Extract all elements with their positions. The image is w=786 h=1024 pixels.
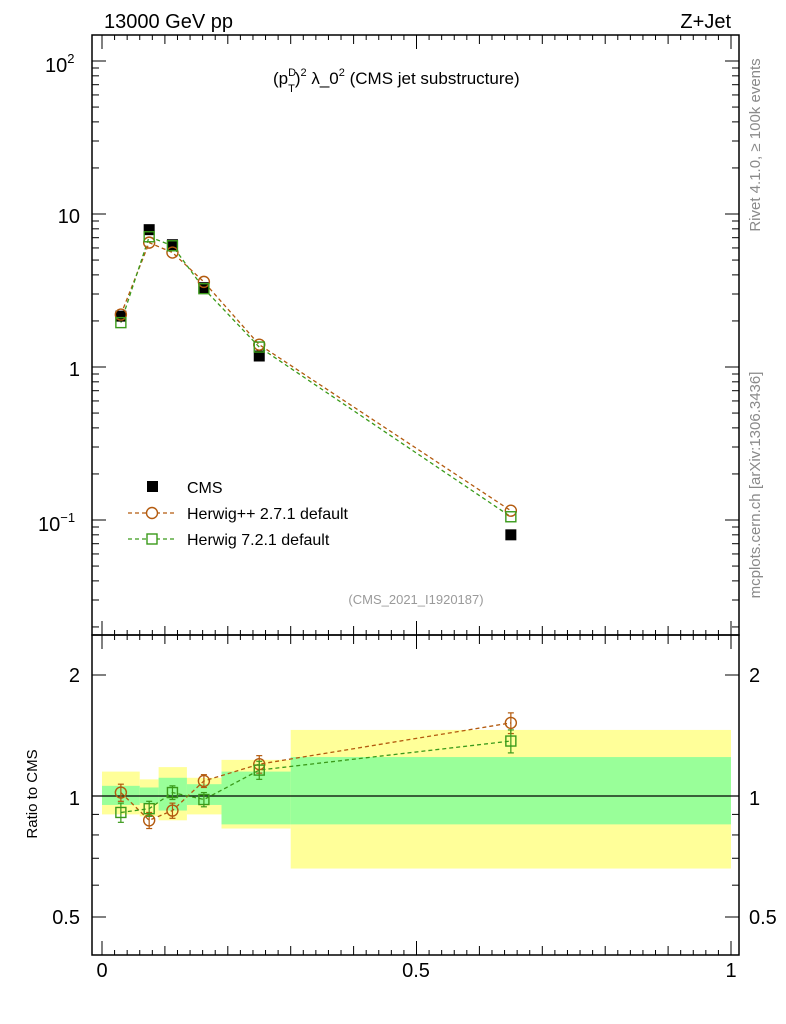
main-point-series-1 bbox=[253, 338, 266, 351]
ratio-point-series-1 bbox=[253, 764, 265, 776]
main-point-series-1 bbox=[197, 275, 211, 289]
ratio-band-green bbox=[221, 771, 291, 825]
main-line-series-2 bbox=[120, 235, 512, 518]
main-point-series-0 bbox=[115, 310, 127, 322]
ratio-ylabel: Ratio to CMS bbox=[24, 749, 41, 838]
ratio-band-green bbox=[139, 787, 159, 804]
main-point-series-2 bbox=[253, 341, 265, 353]
ratio-ytick-label-0.5: 0.5 bbox=[52, 907, 80, 929]
main-point-series-1 bbox=[142, 236, 156, 249]
main-point-series-2 bbox=[505, 511, 517, 523]
main-point-series-1 bbox=[166, 246, 179, 259]
ratio-ytick-label-2: 2 bbox=[69, 665, 80, 687]
ytick-label-10: 10 bbox=[58, 206, 80, 228]
xtick-label-0.5: 0.5 bbox=[402, 960, 430, 982]
legend-marker-cms bbox=[147, 481, 158, 492]
xtick-label-0: 0 bbox=[96, 960, 107, 982]
main-point-series-2 bbox=[115, 316, 127, 329]
header-right: Z+Jet bbox=[680, 11, 731, 33]
xtick-label-1: 1 bbox=[725, 960, 736, 982]
mcplots-label: mcplots.cern.ch [arXiv:1306.3436] bbox=[747, 372, 764, 599]
ratio-ytick-label-1: 1 bbox=[69, 788, 80, 810]
ratio-point-series-0 bbox=[504, 716, 518, 730]
ratio-panel: 2 1 0.5 2 1 0.5 Ratio to CMS 0 0.5 1 bbox=[24, 634, 777, 982]
ratio-point-series-1 bbox=[115, 806, 127, 819]
main-line-series-1 bbox=[120, 241, 512, 512]
main-point-series-0 bbox=[253, 350, 265, 362]
chart-title: (pD T)2 λ_02 (CMS jet substructure) bbox=[273, 67, 520, 95]
ratio-frame bbox=[91, 634, 740, 956]
ytick-label-100: 102 bbox=[45, 51, 74, 77]
main-point-series-0 bbox=[143, 224, 155, 236]
legend-marker-herwig7 bbox=[146, 533, 158, 545]
main-point-series-1 bbox=[504, 504, 518, 517]
main-point-series-0 bbox=[166, 239, 178, 251]
main-point-series-0 bbox=[505, 529, 517, 541]
ytick-label-0.1: 10−1 bbox=[38, 510, 75, 536]
ratio-point-series-0 bbox=[114, 786, 128, 799]
legend-label-cms: CMS bbox=[187, 480, 223, 497]
header-left: 13000 GeV pp bbox=[104, 11, 233, 33]
legend-label-herwig7: Herwig 7.2.1 default bbox=[187, 532, 330, 549]
ratio-ytick-label-2-right: 2 bbox=[749, 665, 760, 687]
main-point-series-2 bbox=[143, 231, 155, 243]
ratio-band-green bbox=[290, 757, 731, 825]
ratio-point-series-0 bbox=[166, 804, 179, 817]
ratio-point-series-0 bbox=[197, 774, 211, 788]
ratio-point-series-1 bbox=[166, 786, 179, 799]
rivet-label: Rivet 4.1.0, ≥ 100k events bbox=[747, 58, 764, 231]
ytick-label-1: 1 bbox=[69, 359, 80, 381]
ratio-ticks bbox=[92, 635, 739, 955]
legend-marker-herwigpp bbox=[145, 506, 159, 520]
ratio-ytick-label-1-right: 1 bbox=[749, 788, 760, 810]
main-ticks bbox=[92, 35, 739, 635]
main-panel: 102 10 1 10−1 (pD T)2 λ_02 (CMS jet subst… bbox=[38, 34, 740, 636]
analysis-id: (CMS_2021_I1920187) bbox=[348, 592, 483, 607]
ratio-point-series-1 bbox=[198, 793, 210, 806]
ratio-point-series-1 bbox=[505, 735, 517, 747]
ratio-ytick-label-0.5-right: 0.5 bbox=[749, 907, 777, 929]
main-point-series-1 bbox=[114, 308, 128, 321]
ratio-point-series-1 bbox=[143, 802, 155, 815]
legend: CMS Herwig++ 2.7.1 default Herwig 7.2.1 … bbox=[128, 480, 349, 549]
legend-label-herwigpp: Herwig++ 2.7.1 default bbox=[187, 506, 349, 523]
main-point-series-2 bbox=[166, 240, 179, 252]
main-point-series-2 bbox=[198, 282, 210, 295]
